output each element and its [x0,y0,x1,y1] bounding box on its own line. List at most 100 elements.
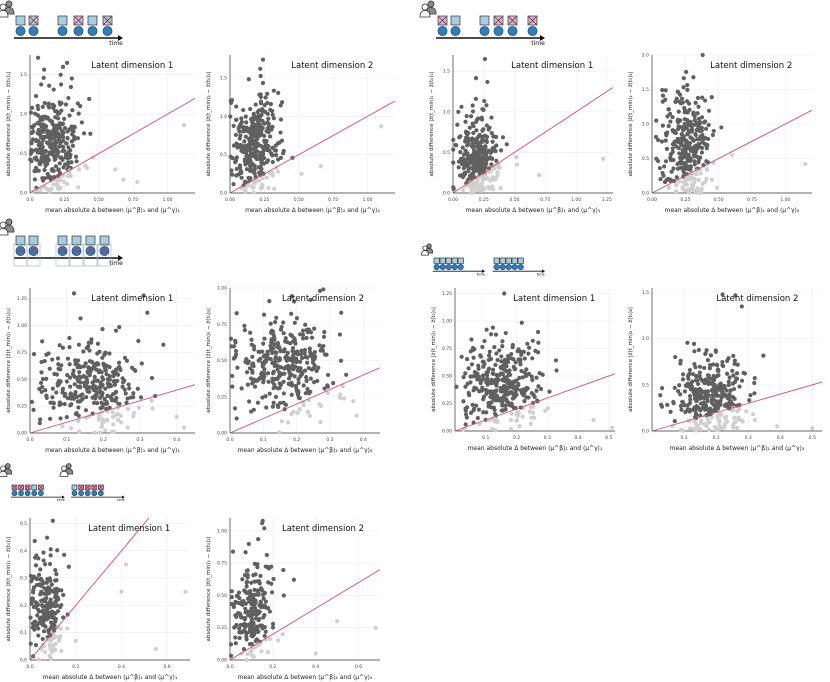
y-tick-label: 0.0 [20,658,27,664]
data-point [262,603,267,608]
data-point [489,115,494,120]
data-point [43,388,48,393]
x-axis-label: mean absolute Δ between ⟨μ^β⟩₂ and ⟨μ^γ⟩… [238,447,373,454]
data-point [262,353,268,358]
data-point [289,411,294,417]
data-point [709,400,714,405]
data-point [42,650,48,655]
data-point [74,159,79,164]
data-point [251,361,256,366]
data-point [265,147,270,153]
data-point [79,120,84,125]
data-point [73,390,78,395]
data-point [739,304,744,309]
data-point [536,384,541,389]
y-tick-label: 0.5 [443,150,450,156]
data-point [265,111,270,117]
data-point [715,414,720,419]
data-point [699,145,705,151]
data-point [705,358,711,363]
data-point [267,609,273,614]
data-point [669,169,674,174]
data-point [278,365,284,370]
data-point [29,124,34,130]
time-label: time [109,260,123,267]
data-point [51,87,56,92]
data-point [47,561,53,567]
data-point [54,181,59,187]
data-point [264,175,269,180]
data-point [45,115,50,120]
triangle-icon [73,247,81,253]
data-point [540,372,545,377]
x-tick-label: 0.00 [647,197,657,203]
x-tick-label: 0.3 [326,437,333,443]
data-point [521,393,526,398]
data-point [36,168,41,173]
data-point [28,615,33,620]
data-point [94,400,100,406]
x-tick-label: 0.2 [293,437,300,443]
data-point [47,642,52,647]
scatter-panel-6: 0.0 0.1 0.2 0.3 0.40.000.250.500.751.00Laten… [206,286,381,454]
data-point [264,138,269,144]
data-point [692,159,697,164]
data-point [87,348,92,353]
data-point [264,552,269,558]
data-point [248,150,254,156]
data-point [234,416,239,421]
data-point [476,363,481,368]
data-point [103,386,108,391]
data-point [36,556,41,561]
x-tick-label: 0.00 [448,197,458,203]
data-point [51,168,56,173]
data-point [526,395,531,400]
x-tick-label: 0.4 [312,664,319,670]
data-point [65,373,70,378]
y-tick-label: 1.00 [17,323,27,329]
data-point [138,395,144,400]
data-point [40,104,45,109]
data-point [229,172,235,177]
data-point [469,337,474,342]
data-point [252,166,257,172]
data-point [752,380,757,386]
data-point [40,636,45,642]
data-point [40,339,45,344]
x-axis-label: mean absolute Δ between ⟨μ^β⟩₂ and ⟨μ^γ⟩… [245,207,380,214]
data-point [34,623,40,628]
data-point [466,177,471,182]
data-point [703,126,709,131]
data-point [653,134,659,139]
data-point [481,174,486,179]
data-point [517,375,522,381]
data-point [722,422,727,427]
data-point [249,337,254,342]
data-point [48,553,53,558]
data-point [295,410,300,415]
data-point [706,122,711,128]
data-point [476,366,481,371]
data-point [57,122,63,128]
data-point [252,601,257,607]
data-point [69,402,74,407]
data-point [68,84,74,90]
y-tick-label: 0.0 [20,191,27,197]
data-point [521,349,526,354]
data-point [50,395,55,400]
data-point [493,362,498,367]
data-point [727,375,732,380]
y-tick-label: 1.0 [220,114,227,120]
data-point [141,293,146,298]
data-point [34,93,39,99]
data-point [239,386,244,391]
data-point [271,400,276,405]
data-point [73,638,78,643]
chart-title: Latent dimension 2 [710,61,792,71]
data-point [128,395,133,400]
data-point [110,410,115,415]
data-point [35,55,41,60]
data-point [514,162,520,167]
data-point [379,124,384,129]
data-point [29,399,35,404]
